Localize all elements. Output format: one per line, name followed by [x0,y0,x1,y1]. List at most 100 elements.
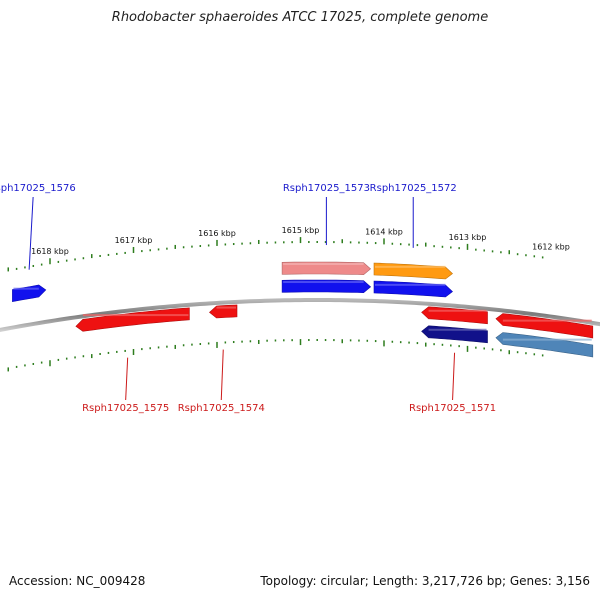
scale-tick [124,349,126,352]
scale-tick [40,263,43,266]
scale-tick [24,364,26,367]
scale-tick [316,339,318,342]
scale-tick [291,241,293,244]
scale-tick [266,339,268,342]
gene-g-1571-p[interactable] [421,325,488,344]
scale-tick [199,245,202,248]
gene-arrow[interactable] [421,325,488,344]
gene-label: Rsph17025_1574 [178,403,265,414]
scale-tick [141,348,143,351]
scale-tick [74,258,76,261]
scale-tick [24,266,26,269]
gene-g-1572[interactable] [373,280,453,298]
scale-tick [475,248,477,251]
scale-tick [425,242,427,247]
scale-tick [65,259,68,262]
scale-tick [224,341,227,344]
gene-arrow[interactable] [281,261,372,276]
scale-tick [433,343,435,346]
gene-arrow[interactable] [12,284,47,302]
scale-tick [416,342,419,345]
gene-arrow[interactable] [281,279,372,294]
gene-highlight [283,263,364,266]
scale-tick [283,339,285,342]
scale-tick [149,249,151,252]
scale-tick [149,347,151,350]
scale-tick [458,247,460,250]
gene-arrow[interactable] [373,280,453,298]
scale-label: 1617 kbp [115,236,153,245]
scale-tick [374,340,377,343]
gene-arrow[interactable] [373,262,453,280]
scale-labels: 1618 kbp 1617 kbp 1616 kbp 1615 kbp 1614 kbp… [31,226,570,256]
scale-tick [216,341,218,348]
scale-tick [82,355,85,358]
scale-tick [458,345,460,348]
scale-tick [132,348,135,355]
scale-tick [232,341,235,344]
scale-tick [500,251,502,254]
gene-g-1573-p[interactable] [281,261,372,276]
scale-tick [82,257,85,260]
scale-tick [157,248,160,251]
scale-tick [541,354,544,357]
scale-tick [333,241,335,244]
gene-g-1570-p[interactable] [495,332,594,358]
accession-text: Accession: NC_009428 [9,574,146,588]
scale-tick [224,243,227,246]
scale-tick [174,244,176,249]
scale-tick [91,254,93,259]
scale-tick [249,340,252,343]
scale-tick [391,340,394,343]
scale-tick [341,239,343,244]
gene-highlight [283,281,364,284]
scale-tick [391,242,394,245]
scale-tick [32,362,35,365]
gene-arrow[interactable] [495,313,594,339]
gene-highlight [428,328,487,331]
scale-tick [7,367,9,372]
scale-tick [91,354,93,359]
gene-g-1573[interactable] [281,279,372,294]
gene-label: Rsph17025_1573 [283,183,370,194]
scale-tick [291,339,293,342]
scale-tick [308,339,310,342]
scale-label: 1612 kbp [532,243,570,252]
gene-g-1572-p[interactable] [373,262,453,280]
scale-tick [333,339,335,342]
scale-tick [32,264,35,267]
gene-features [12,261,594,358]
gene-g-1574[interactable] [209,304,238,319]
gene-label: Rsph17025_1572 [370,183,457,194]
scale-label: 1616 kbp [198,229,236,238]
scale-tick [15,365,18,368]
scale-tick [166,247,168,250]
scale-tick [541,256,544,259]
gene-g-1570[interactable] [495,313,594,339]
scale-tick [216,239,218,246]
gene-g-1575[interactable] [75,307,190,332]
scale-tick [107,253,110,256]
scale-tick [508,250,510,255]
scale-tick [533,255,536,258]
gene-arrow[interactable] [495,332,594,358]
scale-tick [141,250,143,253]
scale-tick [441,343,444,346]
gene-g-1571[interactable] [421,306,488,325]
scale-tick [324,241,327,244]
gene-highlight [374,265,446,268]
gene-highlight [502,338,592,341]
scale-tick [249,242,252,245]
genome-summary-text: Topology: circular; Length: 3,217,726 bp… [260,574,590,588]
scale-label: 1615 kbp [282,226,320,235]
scale-tick [7,267,9,272]
label-leader [125,357,129,401]
scale-ticks [7,237,544,372]
scale-tick [182,344,185,347]
scale-tick [366,241,369,244]
gene-g-1576[interactable] [12,284,47,302]
scale-tick [274,339,277,342]
scale-tick [483,249,485,252]
gene-label: Rsph17025_1571 [409,403,496,414]
